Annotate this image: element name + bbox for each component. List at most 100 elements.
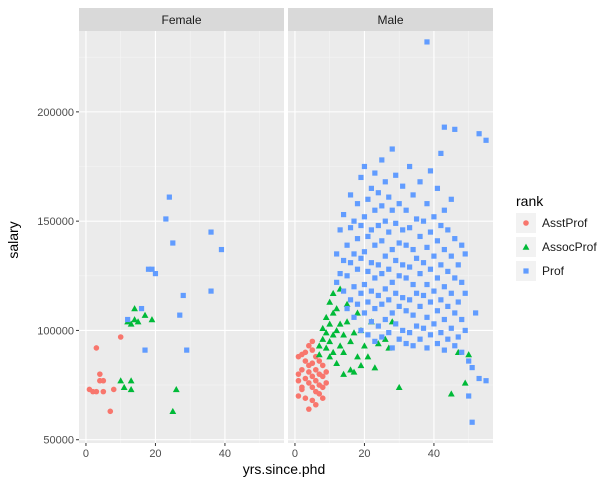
point-asstprof xyxy=(319,373,326,380)
point-assocprof xyxy=(333,305,341,312)
point-prof xyxy=(375,190,381,196)
point-assocprof xyxy=(347,366,354,373)
point-prof xyxy=(445,303,451,309)
point-prof xyxy=(420,260,427,266)
point-assocprof xyxy=(329,348,337,356)
point-prof xyxy=(441,246,447,253)
point-assocprof xyxy=(131,316,138,323)
point-prof xyxy=(337,227,343,233)
point-prof xyxy=(208,288,214,294)
point-prof xyxy=(427,332,434,338)
point-prof xyxy=(354,201,361,207)
point-asstprof xyxy=(97,371,103,377)
point-asstprof xyxy=(302,358,309,364)
point-assocprof xyxy=(350,329,358,336)
point-prof xyxy=(455,262,461,268)
point-prof xyxy=(389,345,395,351)
point-asstprof xyxy=(306,406,312,412)
point-prof xyxy=(483,378,489,384)
point-assocprof xyxy=(354,309,361,316)
point-assocprof xyxy=(315,351,323,358)
point-prof xyxy=(351,314,357,320)
point-asstprof xyxy=(312,401,319,408)
point-prof xyxy=(393,321,399,327)
x-tick-label: 20 xyxy=(149,448,161,460)
point-prof xyxy=(476,375,482,382)
point-assocprof xyxy=(336,320,344,327)
point-asstprof xyxy=(309,384,316,391)
point-assocprof xyxy=(340,348,347,356)
point-prof xyxy=(386,330,392,336)
point-prof xyxy=(407,297,413,303)
point-prof xyxy=(427,299,434,305)
point-prof xyxy=(445,268,451,275)
point-prof xyxy=(466,393,472,399)
point-prof xyxy=(396,303,402,309)
point-prof xyxy=(427,229,434,235)
point-asstprof xyxy=(309,360,316,367)
point-prof xyxy=(386,266,392,272)
point-prof xyxy=(166,194,172,200)
y-tick-label: 100000 xyxy=(37,325,74,337)
point-prof xyxy=(438,262,444,268)
point-assocprof xyxy=(461,379,469,386)
point-prof xyxy=(389,310,395,316)
x-tick-label: 0 xyxy=(83,448,89,460)
facet-panels: Female Male xyxy=(79,8,493,443)
point-asstprof xyxy=(306,369,312,375)
point-prof xyxy=(347,225,354,231)
point-assocprof xyxy=(315,342,323,349)
point-asstprof xyxy=(107,408,114,415)
point-asstprof xyxy=(306,380,312,386)
point-prof xyxy=(389,146,395,152)
point-asstprof xyxy=(302,375,309,382)
x-axis: 0 20 40 0 20 40 xyxy=(83,443,440,460)
point-assocprof xyxy=(322,329,330,336)
point-prof xyxy=(410,281,416,288)
point-prof xyxy=(138,305,145,312)
point-prof xyxy=(473,310,479,316)
point-asstprof xyxy=(100,388,107,395)
point-asstprof xyxy=(316,391,323,397)
point-prof xyxy=(351,251,357,257)
point-prof xyxy=(434,185,441,191)
point-assocprof xyxy=(347,337,354,345)
point-prof xyxy=(372,170,378,176)
point-prof xyxy=(379,157,385,163)
legend-label: Prof xyxy=(542,264,565,278)
point-prof xyxy=(180,292,186,299)
point-assocprof xyxy=(169,407,177,415)
point-prof xyxy=(361,310,368,316)
point-prof xyxy=(400,295,406,301)
point-prof xyxy=(400,227,406,233)
point-prof xyxy=(365,196,371,202)
point-prof xyxy=(424,201,430,207)
point-prof xyxy=(393,290,399,296)
point-prof xyxy=(417,303,423,309)
facet-panel-male: Male xyxy=(288,8,493,443)
facet-strip-label: Male xyxy=(377,13,403,27)
point-prof xyxy=(145,266,152,272)
point-prof xyxy=(452,275,458,281)
point-prof xyxy=(389,279,395,285)
point-prof xyxy=(455,334,461,340)
x-tick-label: 40 xyxy=(219,448,231,460)
point-prof xyxy=(403,275,409,281)
x-axis-title: yrs.since.phd xyxy=(243,461,325,477)
points xyxy=(86,194,225,415)
point-prof xyxy=(379,238,385,244)
y-tick-label: 50000 xyxy=(43,435,74,447)
point-prof xyxy=(431,253,437,259)
point-prof xyxy=(441,124,447,130)
point-assocprof xyxy=(131,305,138,312)
point-assocprof xyxy=(319,335,327,342)
point-prof xyxy=(424,39,430,45)
point-assocprof xyxy=(120,383,128,390)
point-prof xyxy=(438,330,444,336)
point-prof xyxy=(375,262,381,268)
point-prof xyxy=(340,211,347,218)
point-assocprof xyxy=(326,337,334,345)
point-prof xyxy=(476,131,482,137)
point-prof xyxy=(452,310,458,316)
